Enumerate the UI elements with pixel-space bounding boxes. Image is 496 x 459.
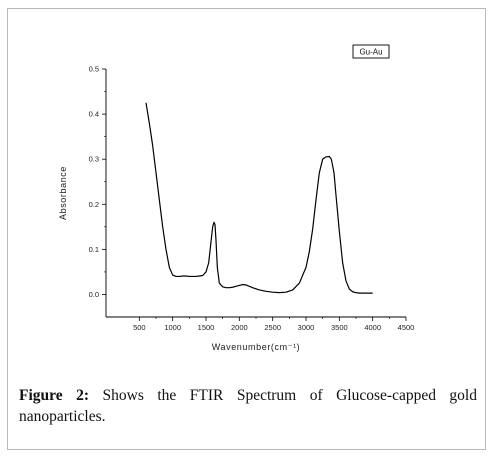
y-tick-label: 0.0 xyxy=(89,290,99,299)
chart-legend: Gu-Au xyxy=(352,44,390,59)
legend-box xyxy=(352,44,390,59)
series-line-gu-au xyxy=(145,102,373,294)
x-tick-label: 3500 xyxy=(331,323,348,332)
y-tick-label: 0.2 xyxy=(89,200,99,209)
x-tick-label: 4500 xyxy=(398,323,415,332)
y-tick-label: 0.5 xyxy=(89,65,99,74)
x-tick-label: 4000 xyxy=(364,323,381,332)
figure-caption: Figure 2: Shows the FTIR Spectrum of Glu… xyxy=(19,385,477,427)
x-axis-label: Wavenumber(cm⁻¹) xyxy=(212,342,301,352)
x-tick-label: 3000 xyxy=(298,323,315,332)
legend-entry-gu-au: Gu-Au xyxy=(359,48,382,57)
chart-series xyxy=(145,102,373,294)
chart-ticks: 500 1000 1500 2000 2500 3000 3500 4000 4500 0.0 0.… xyxy=(89,65,415,333)
y-tick-label: 0.4 xyxy=(89,110,99,119)
y-tick-label: 0.1 xyxy=(89,245,99,254)
x-tick-label: 500 xyxy=(133,323,146,332)
figure-frame xyxy=(7,8,486,450)
caption-label: Figure 2: xyxy=(19,387,90,404)
caption-text: Shows the FTIR Spectrum of Glucose-cappe… xyxy=(19,387,477,425)
y-tick-label: 0.3 xyxy=(89,155,99,164)
x-tick-label: 2500 xyxy=(264,323,281,332)
ftir-chart: 500 1000 1500 2000 2500 3000 3500 4000 4500 0.0 0.… xyxy=(58,44,415,352)
x-tick-label: 1500 xyxy=(198,323,215,332)
x-tick-label: 1000 xyxy=(164,323,181,332)
x-tick-label: 2000 xyxy=(231,323,248,332)
y-axis-label: Absorbance xyxy=(58,166,68,220)
chart-axes xyxy=(105,69,406,318)
